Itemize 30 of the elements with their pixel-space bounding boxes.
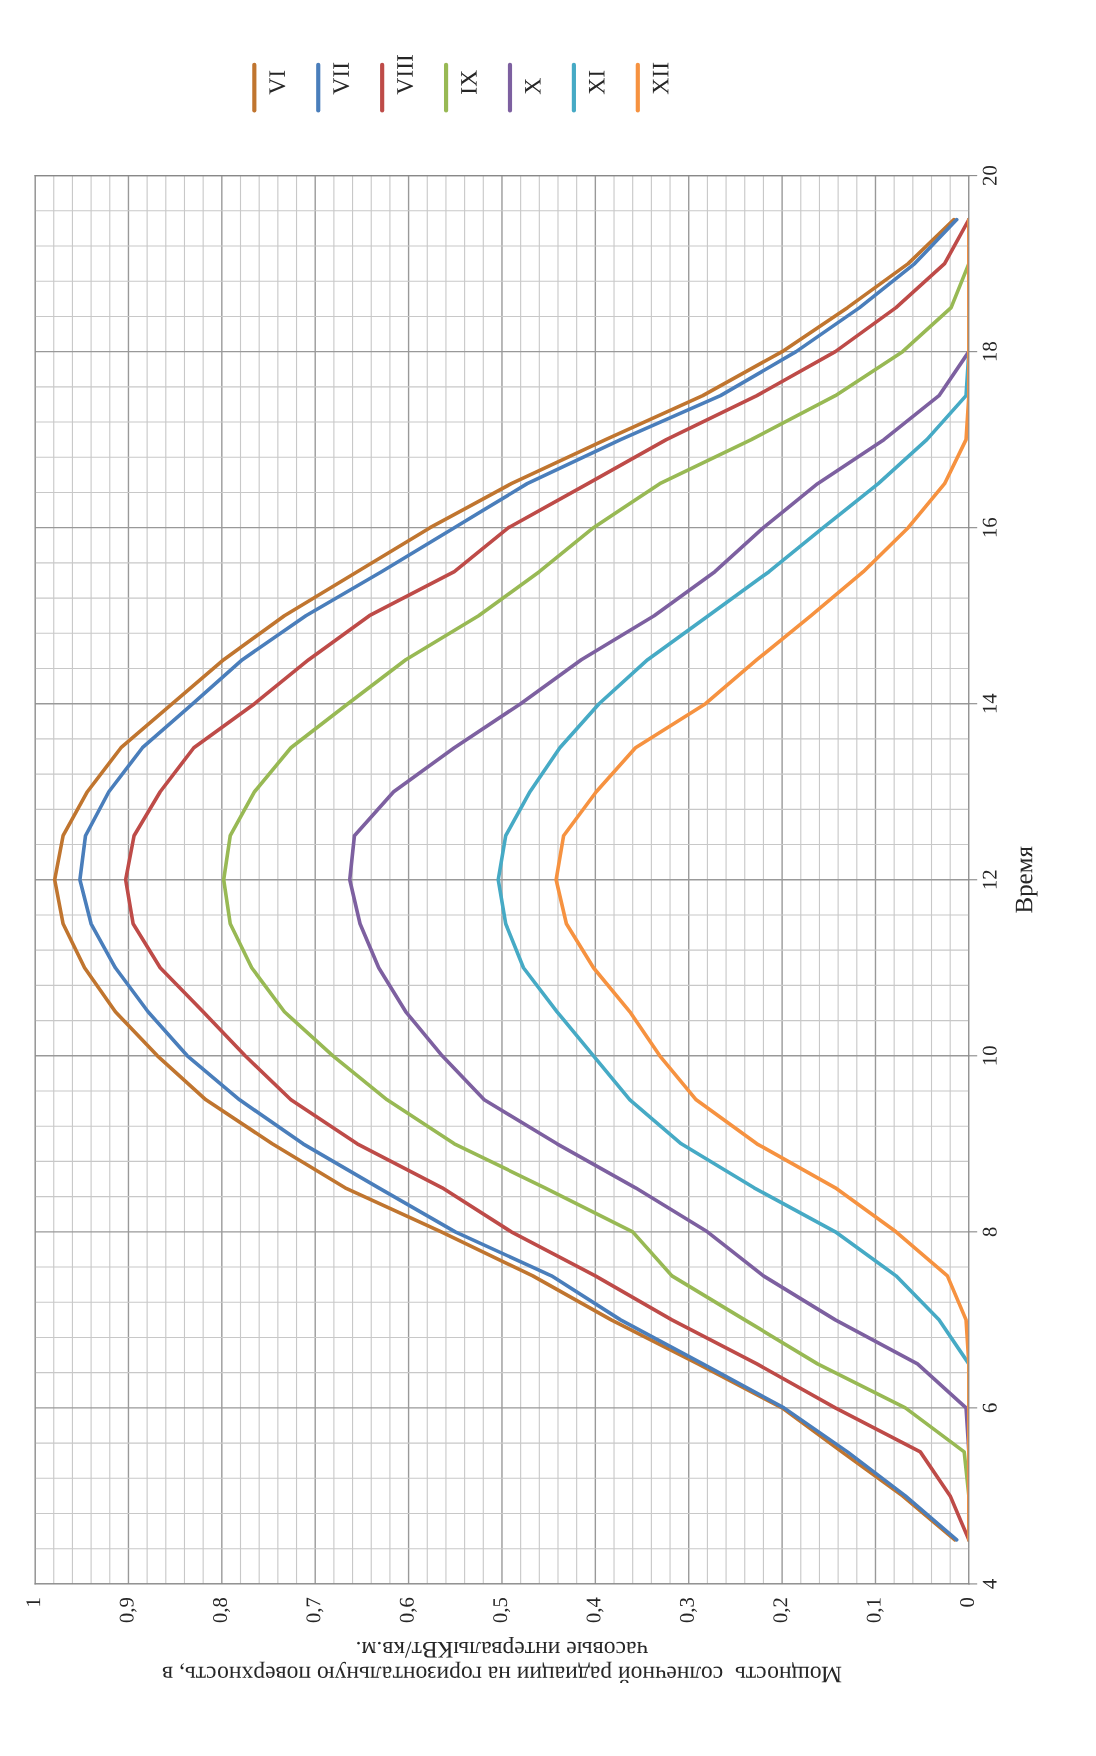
x-tick-label: 0 xyxy=(960,1597,975,1607)
y-tick-label: 12 xyxy=(982,870,997,889)
y-tick-label: 20 xyxy=(982,165,997,186)
legend-label: VI xyxy=(269,70,286,95)
x-tick-label: 0,6 xyxy=(399,1597,417,1623)
x-tick-label: 0,5 xyxy=(493,1597,511,1623)
y-tick-label: 16 xyxy=(982,517,997,537)
y-tick-label: 18 xyxy=(982,342,997,361)
y-tick-label: 8 xyxy=(982,1227,997,1237)
x-tick-label: 0,2 xyxy=(773,1598,791,1623)
line-series xyxy=(554,217,969,1542)
legend-label: X xyxy=(525,78,541,95)
x-tick-label: 0,3 xyxy=(679,1597,697,1623)
y-tick-label: 6 xyxy=(982,1403,997,1413)
x-tick-label: 0,7 xyxy=(306,1597,324,1623)
x-tick-label: 0,8 xyxy=(212,1597,231,1623)
legend-label: VIII xyxy=(397,54,414,95)
y-tick-label: 10 xyxy=(982,1046,997,1065)
legend-label: VII xyxy=(333,62,350,95)
y-axis-title: Время xyxy=(1015,846,1038,913)
x-axis-title: Мощность солнечной радиации на горизонтальную поверхность, в часовые интервалыКВт/кв.м. xyxy=(162,1637,842,1683)
x-tick-label: 0,4 xyxy=(586,1597,604,1623)
legend-label: IX xyxy=(461,70,477,94)
legend-label: XI xyxy=(588,70,605,95)
y-tick-label: 14 xyxy=(982,693,997,713)
legend-label: XII xyxy=(652,62,669,95)
x-tick-label: 0,9 xyxy=(119,1597,137,1623)
y-tick-label: 4 xyxy=(982,1579,997,1589)
x-tick-label: 1 xyxy=(26,1598,41,1606)
x-tick-label: 0,1 xyxy=(866,1598,884,1623)
